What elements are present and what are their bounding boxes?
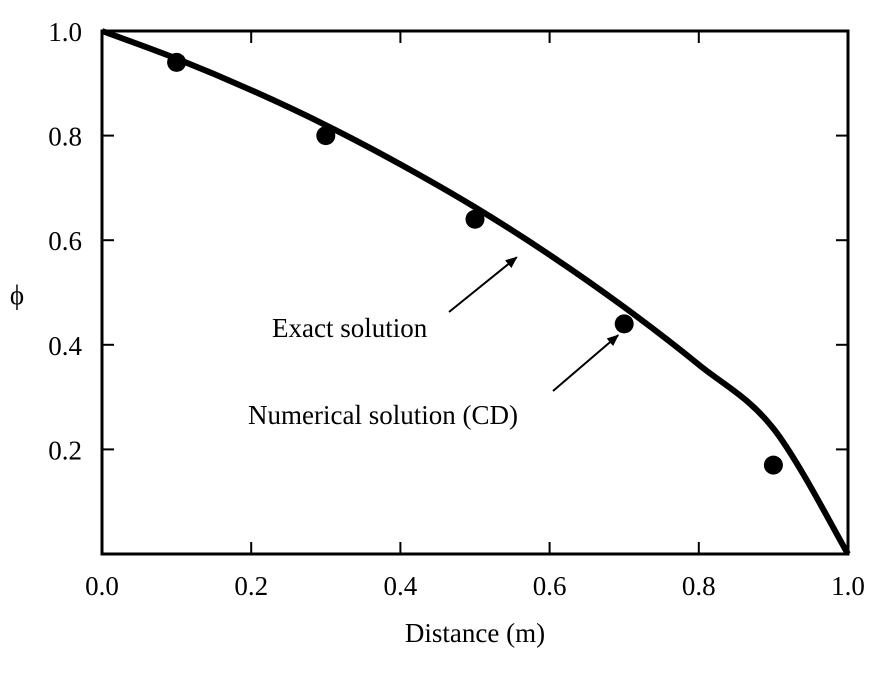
numerical-solution-markers	[167, 52, 783, 475]
numerical-solution-marker	[465, 209, 485, 229]
numerical-solution-marker	[763, 455, 783, 475]
y-tick-label: 0.6	[48, 226, 82, 256]
y-tick-label: 0.2	[48, 435, 82, 465]
annotation-arrow-exact	[448, 256, 518, 313]
exact-solution-line	[100, 28, 851, 556]
annotation-numerical-solution: Numerical solution (CD)	[248, 400, 518, 430]
axis-ticks	[101, 30, 849, 554]
y-axis-label: ϕ	[10, 280, 24, 310]
annotation-arrow-numerical	[552, 334, 619, 392]
x-tick-label: 0.6	[533, 571, 567, 601]
numerical-solution-marker	[167, 52, 187, 72]
y-tick-label: 0.8	[48, 122, 82, 152]
x-axis-label: Distance (m)	[405, 618, 545, 648]
y-tick-label: 1.0	[48, 17, 82, 47]
x-tick-label: 0.0	[85, 571, 119, 601]
x-tick-label: 0.8	[682, 571, 716, 601]
annotation-exact-solution: Exact solution	[272, 313, 428, 343]
x-tick-label: 1.0	[831, 571, 865, 601]
axis-tick-labels: 0.0 0.2 0.4 0.6 0.8 1.0 0.2 0.4 0.6 0.8 1.0	[48, 17, 865, 601]
x-tick-label: 0.2	[234, 571, 268, 601]
x-tick-label: 0.4	[384, 571, 418, 601]
numerical-solution-marker	[614, 314, 634, 334]
numerical-solution-marker	[316, 126, 336, 146]
plot-frame	[100, 29, 850, 556]
y-tick-label: 0.4	[48, 331, 82, 361]
